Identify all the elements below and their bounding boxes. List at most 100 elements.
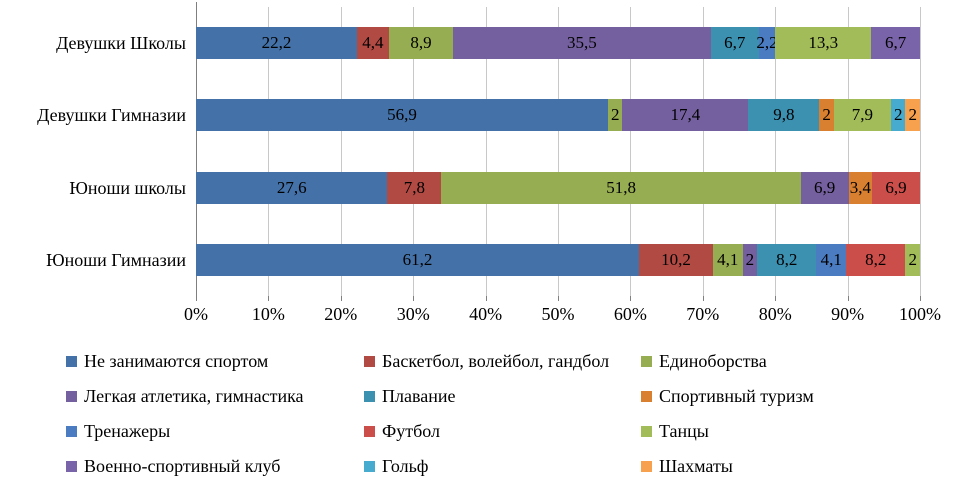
legend-label: Шахматы	[659, 456, 733, 476]
bar-segment: 6,9	[800, 172, 849, 204]
chart-legend: Не занимаются спортом Баскетбол, волейбол…	[66, 344, 954, 484]
bar-segment: 8,2	[846, 244, 906, 276]
x-axis-tick-label: 80%	[758, 304, 792, 324]
bar-segment: 13,3	[775, 27, 872, 59]
segment-label: 6,7	[724, 33, 746, 52]
bar-segment: 2	[819, 99, 834, 131]
x-gridline	[630, 7, 632, 296]
bar-segment: 2,2	[756, 27, 778, 59]
segment-label: 3,4	[849, 178, 871, 197]
legend-item: Тренажеры	[66, 414, 364, 449]
bar-segment: 2	[905, 99, 920, 131]
bar-row: 61,2 10,2 4,1 2 8,2 4,1 8,2 2	[196, 244, 920, 276]
legend-marker-icon	[66, 391, 77, 402]
category-label: Девушки Школы	[56, 32, 186, 53]
segment-label: 56,9	[387, 105, 417, 124]
legend-marker-icon	[364, 356, 375, 367]
segment-label: 27,6	[276, 178, 307, 197]
segment-label: 2	[908, 250, 917, 269]
legend-item: Шахматы	[641, 449, 954, 484]
legend-label: Гольф	[382, 456, 429, 476]
bar-segment: 6,7	[871, 27, 920, 59]
legend-marker-icon	[641, 391, 652, 402]
x-axis-tick-label: 60%	[613, 304, 647, 324]
bar-segment: 22,2	[196, 27, 357, 59]
x-axis-tick	[775, 296, 777, 301]
segment-label: 2	[822, 105, 831, 124]
legend-label: Футбол	[382, 421, 440, 441]
legend-label: Танцы	[659, 421, 709, 441]
segment-label: 8,2	[776, 250, 798, 269]
category-label: Девушки Гимназии	[37, 104, 186, 125]
bar-segment: 10,2	[639, 244, 713, 276]
segment-label: 61,2	[402, 250, 433, 269]
legend-item: Спортивный туризм	[641, 379, 954, 414]
segment-label: 2	[745, 250, 755, 269]
x-axis-tick	[485, 296, 487, 301]
legend-label: Легкая атлетика, гимнастика	[84, 386, 304, 406]
x-axis-tick	[268, 296, 270, 301]
bar-segment: 3,4	[848, 172, 873, 204]
x-axis-tick	[558, 296, 559, 301]
legend-marker-icon	[66, 461, 77, 472]
segment-label: 4,1	[820, 250, 842, 269]
x-axis-tick	[630, 296, 632, 301]
x-axis-tick-label: 10%	[251, 304, 285, 324]
bar-segment: 2	[905, 244, 920, 276]
bar-segment: 51,8	[441, 172, 801, 204]
segment-label: 2	[908, 105, 917, 124]
x-gridline	[775, 7, 777, 296]
bar-segment: 27,6	[196, 172, 388, 204]
x-axis-tick	[702, 296, 704, 301]
legend-item: Единоборства	[641, 344, 954, 379]
category-label: Юноши Гимназии	[46, 249, 186, 270]
bar-segment: 8,2	[757, 244, 817, 276]
segment-label: 35,5	[567, 33, 597, 52]
bar-row: 22,2 4,4 8,9 35,5 6,7 2,2 13,3 6,7	[196, 27, 920, 59]
segment-label: 6,9	[885, 178, 907, 197]
bar-segment: 2	[890, 99, 906, 131]
bar-segment: 4,1	[816, 244, 847, 276]
x-gridline	[268, 7, 270, 296]
segment-label: 9,8	[773, 105, 795, 124]
x-axis-tick-label: 100%	[899, 304, 941, 324]
segment-label: 51,8	[606, 178, 636, 197]
x-gridline	[920, 7, 921, 296]
bar-segment: 56,9	[196, 99, 608, 131]
bar-segment: 6,7	[710, 27, 760, 59]
segment-label: 8,9	[410, 33, 432, 52]
x-axis-tick	[340, 296, 342, 301]
legend-label: Плавание	[382, 386, 456, 406]
x-gridline	[485, 7, 487, 296]
segment-label: 4,1	[717, 250, 739, 269]
bar-segment: 4,4	[356, 27, 389, 59]
legend-marker-icon	[364, 461, 375, 472]
x-axis-tick-label: 20%	[324, 304, 358, 324]
bar-segment: 17,4	[622, 99, 749, 131]
legend-marker-icon	[364, 391, 375, 402]
x-axis-tick	[847, 296, 849, 301]
segment-label: 6,9	[813, 178, 836, 197]
bar-segment: 7,8	[387, 172, 442, 204]
x-gridline	[847, 7, 849, 296]
segment-label: 4,4	[362, 33, 384, 52]
segment-label: 2	[893, 105, 903, 124]
x-axis-tick	[196, 296, 197, 301]
legend-item: Гольф	[364, 449, 641, 484]
bar-segment: 61,2	[196, 244, 640, 276]
bar-segment: 8,9	[388, 27, 454, 59]
segment-label: 7,8	[403, 178, 426, 197]
x-axis-tick-label: 90%	[831, 304, 865, 324]
legend-label: Не занимаются спортом	[84, 351, 269, 371]
segment-label: 2	[610, 105, 620, 124]
x-axis-tick-label: 40%	[469, 304, 503, 324]
segment-label: 13,3	[808, 33, 839, 52]
bar-segment: 35,5	[453, 27, 711, 59]
y-axis-line	[196, 2, 197, 301]
segment-label: 10,2	[661, 250, 691, 269]
segment-label: 17,4	[670, 105, 701, 124]
segment-label: 22,2	[261, 33, 292, 52]
segment-label: 8,2	[865, 250, 887, 269]
bar-segment: 2	[742, 244, 758, 276]
